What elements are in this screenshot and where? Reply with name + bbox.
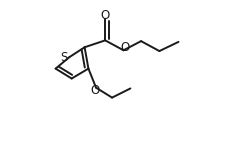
Text: O: O	[90, 84, 99, 97]
Text: O: O	[101, 9, 110, 22]
Text: O: O	[120, 41, 129, 54]
Text: S: S	[60, 51, 67, 64]
